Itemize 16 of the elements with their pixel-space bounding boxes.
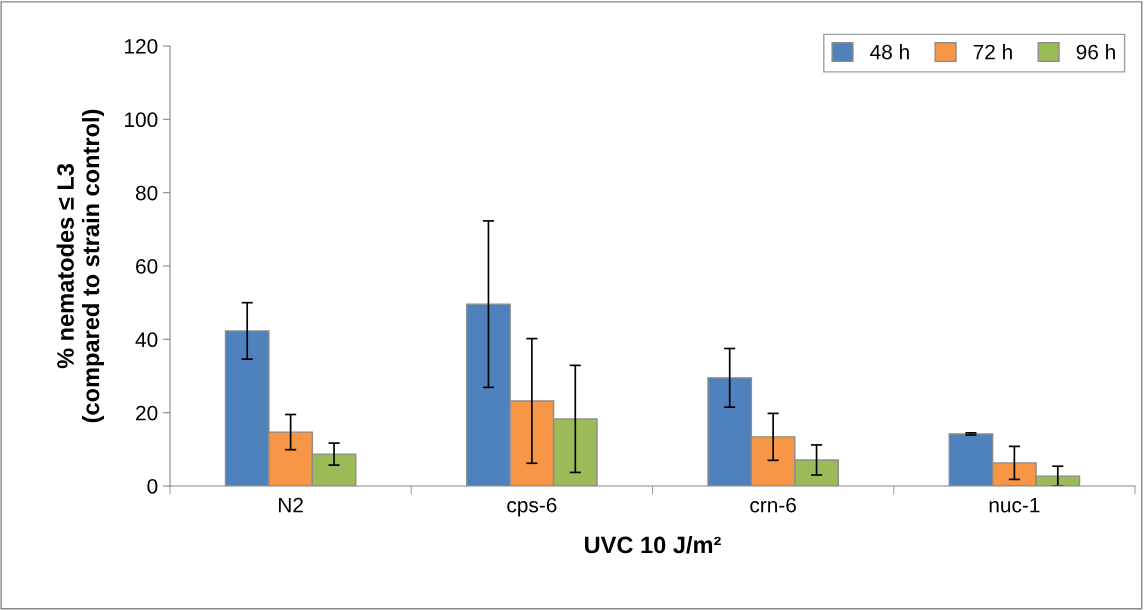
x-tick-label: crn-6 <box>750 497 796 513</box>
x-axis-title: UVC 10 J/m² <box>585 535 721 554</box>
y-tick-label: 40 <box>135 332 158 348</box>
x-tick-label: nuc-1 <box>989 497 1040 513</box>
legend-label: 48 h <box>870 44 909 60</box>
x-tick-label: N2 <box>279 497 303 513</box>
y-tick-label: 0 <box>147 479 158 494</box>
y-tick-label: 100 <box>125 112 158 128</box>
legend-label: 72 h <box>973 44 1012 60</box>
y-tick-label: 20 <box>136 405 158 421</box>
y-axis-title: % nematodes ≤ L3 (compared to strain control) <box>56 109 104 423</box>
x-tick-label: cps-6 <box>507 497 557 517</box>
y-tick-label: 60 <box>136 259 158 274</box>
y-tick-label: 80 <box>135 185 158 201</box>
y-tick-label: 120 <box>125 39 158 54</box>
legend-label: 96 h <box>1076 44 1115 60</box>
